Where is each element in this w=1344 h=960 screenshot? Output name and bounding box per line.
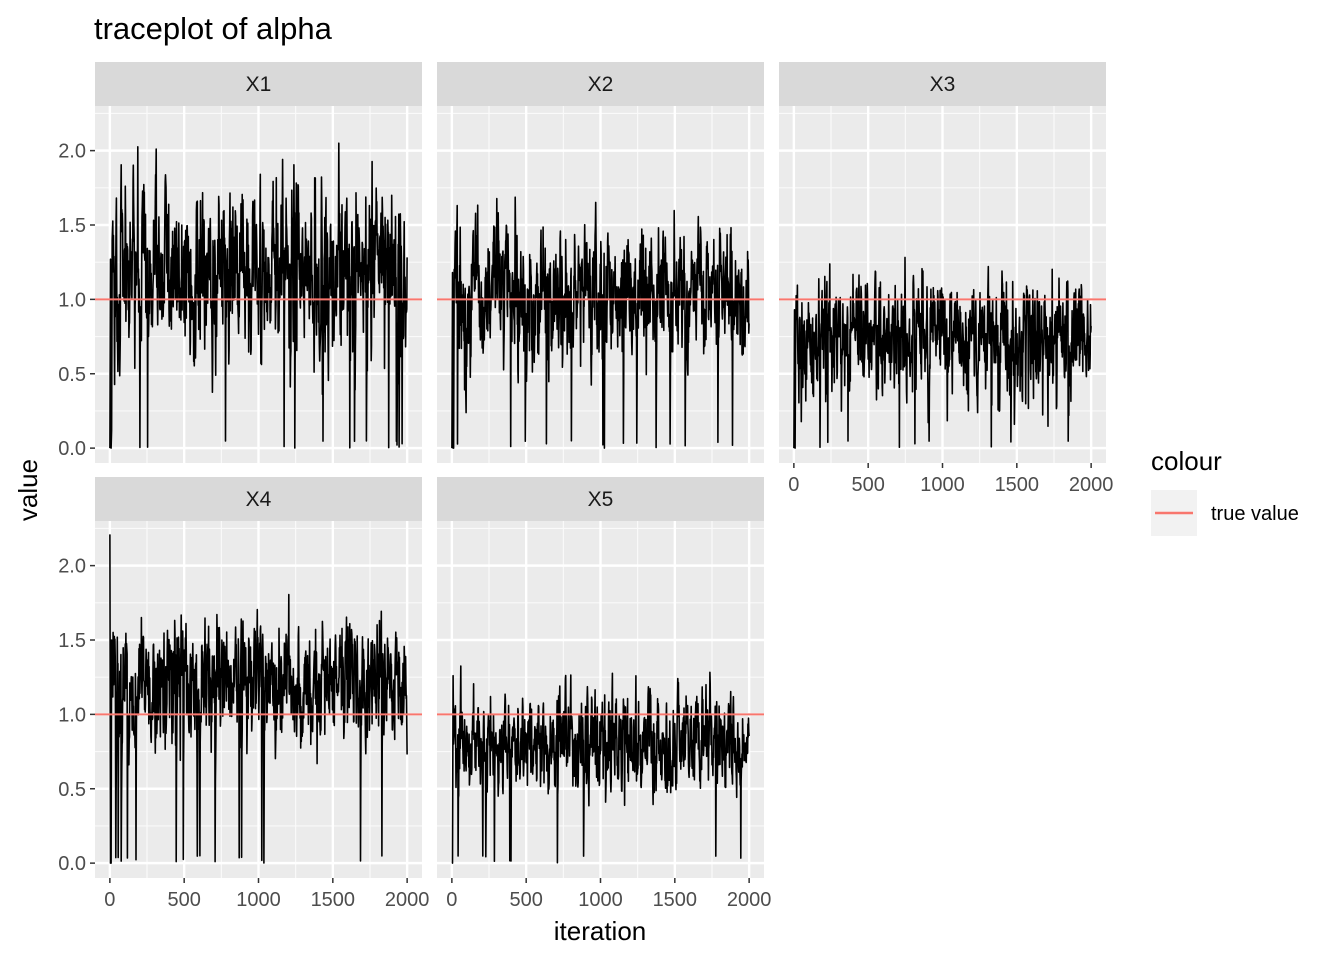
- y-axes: 0.0 0.5 1.0 1.5 2.0 0.0 0.5 1.0 1.5 2.0: [58, 141, 95, 875]
- y-tick-label: 0.5: [58, 779, 86, 801]
- y-tick-label: 2.0: [58, 556, 86, 578]
- y-tick-label: 0.0: [58, 853, 86, 875]
- facet-strip-label: X4: [246, 488, 272, 511]
- x-tick-label: 1000: [920, 474, 965, 496]
- x-tick-label: 1500: [311, 889, 356, 911]
- facet-strip-label: X5: [588, 488, 614, 511]
- y-tick-label: 1.5: [58, 630, 86, 652]
- y-tick-label: 2.0: [58, 141, 86, 163]
- x-axes: 0 500 1000 1500 2000 0 500 1000 1500 2000 0 500 1000…: [104, 463, 1113, 911]
- x-tick-label: 2000: [1069, 474, 1114, 496]
- legend: colour true value: [1151, 446, 1299, 536]
- x-tick-label: 0: [104, 889, 115, 911]
- facet-strip-label: X2: [588, 73, 614, 96]
- x-tick-label: 2000: [385, 889, 430, 911]
- legend-label: true value: [1211, 503, 1299, 525]
- trace-line: [109, 534, 408, 864]
- facet-x2: X2: [437, 62, 764, 463]
- y-tick-label: 0.0: [58, 438, 86, 460]
- x-tick-label: 1500: [995, 474, 1040, 496]
- x-tick-label: 500: [851, 474, 884, 496]
- trace-line: [109, 142, 408, 449]
- facet-panels: X1 X2 X3 X4 X5: [95, 62, 1106, 878]
- facet-x3: X3: [779, 62, 1106, 463]
- chart-title: traceplot of alpha: [94, 11, 333, 46]
- facet-strip-label: X3: [930, 73, 956, 96]
- facet-x5: X5: [437, 477, 764, 878]
- legend-title: colour: [1151, 446, 1222, 476]
- x-tick-label: 500: [167, 889, 200, 911]
- facet-x4: X4: [95, 477, 422, 878]
- x-tick-label: 0: [446, 889, 457, 911]
- y-tick-label: 0.5: [58, 364, 86, 386]
- y-tick-label: 1.0: [58, 704, 86, 726]
- facet-strip: [437, 477, 764, 521]
- x-tick-label: 2000: [727, 889, 772, 911]
- x-tick-label: 1000: [236, 889, 281, 911]
- y-axis-title: value: [13, 459, 43, 521]
- x-tick-label: 0: [788, 474, 799, 496]
- facet-strip: [95, 62, 422, 106]
- facet-strip: [437, 62, 764, 106]
- facet-strip: [779, 62, 1106, 106]
- x-tick-label: 1000: [578, 889, 623, 911]
- trace-line: [793, 256, 1092, 449]
- trace-line: [451, 196, 750, 449]
- x-tick-label: 1500: [653, 889, 698, 911]
- x-tick-label: 500: [509, 889, 542, 911]
- y-tick-label: 1.5: [58, 215, 86, 237]
- x-axis-title: iteration: [554, 916, 647, 946]
- facet-strip: [95, 477, 422, 521]
- y-tick-label: 1.0: [58, 289, 86, 311]
- facet-strip-label: X1: [246, 73, 272, 96]
- facet-x1: X1: [95, 62, 422, 463]
